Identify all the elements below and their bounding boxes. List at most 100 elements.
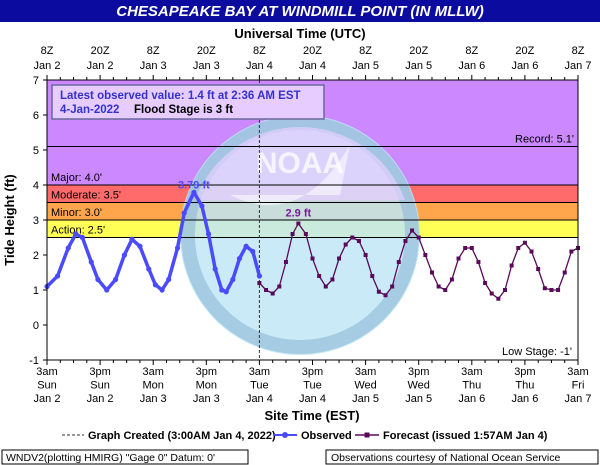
top-axis-label: Universal Time (UTC): [234, 26, 365, 41]
forecast-point: [317, 274, 322, 278]
bottom-tick-date: Jan 5: [352, 393, 379, 405]
bottom-tick-time: 3pm: [196, 366, 217, 378]
y-axis-label: Tide Height (ft): [2, 174, 17, 265]
major-label: Major: 4.0': [51, 172, 102, 184]
bottom-tick-date: Jan 3: [193, 393, 220, 405]
forecast-point: [556, 288, 561, 292]
top-tick-date: Jan 2: [34, 60, 61, 72]
bottom-tick-day: Thu: [515, 380, 534, 392]
bottom-tick-time: 3am: [355, 366, 376, 378]
record-label: Record: 5.1': [515, 134, 574, 146]
bottom-tick-day: Wed: [354, 380, 376, 392]
observed-point: [223, 289, 229, 295]
top-tick-label: 20Z: [515, 45, 534, 57]
legend-graph-created: Graph Created (3:00AM Jan 4, 2022): [88, 430, 276, 442]
bottom-tick-time: 3pm: [89, 366, 110, 378]
bottom-tick-time: 3am: [249, 366, 270, 378]
observed-point: [88, 259, 94, 265]
observed-point: [166, 276, 172, 283]
forecast-point: [350, 235, 355, 240]
observed-point: [243, 243, 249, 249]
observed-point: [250, 248, 256, 255]
y-tick-label: 5: [33, 145, 39, 157]
forecast-point: [469, 246, 474, 250]
info-box: Latest observed value: 1.4 ft at 2:36 AM…: [51, 84, 325, 120]
observed-point: [212, 266, 218, 272]
forecast-point: [390, 284, 395, 289]
top-tick-label: 8Z: [41, 45, 54, 57]
bottom-tick-time: 3am: [36, 366, 57, 378]
forecast-point: [489, 291, 494, 296]
axes-group: -1 0 1 2 3 4 5 6 7 8Z Jan 2 20Z Jan 2 8Z Jan 3 20Z Jan 3…: [29, 45, 591, 405]
forecast-point: [396, 260, 401, 264]
forecast-point: [456, 256, 461, 261]
action-label: Action: 2.5': [51, 225, 105, 237]
top-tick-label: 20Z: [303, 45, 322, 57]
forecast-point: [343, 242, 348, 247]
top-tick-label: 20Z: [409, 45, 428, 57]
top-tick-date: Jan 6: [458, 60, 485, 72]
bottom-tick-day: Thu: [462, 380, 481, 392]
forecast-point: [436, 284, 441, 289]
forecast-point: [337, 256, 342, 261]
bottom-tick-day: Mon: [196, 380, 217, 392]
forecast-peak-label: 2.9 ft: [285, 208, 311, 220]
observed-point: [121, 252, 128, 258]
seal-ring-icon: [181, 116, 419, 354]
bottom-tick-day: Fri: [572, 380, 585, 392]
bottom-tick-date: Jan 6: [458, 393, 485, 405]
forecast-point: [370, 274, 375, 278]
forecast-point: [356, 239, 361, 243]
top-tick-label: 8Z: [359, 45, 372, 57]
observed-point: [191, 189, 197, 195]
observed-point: [55, 273, 61, 279]
observed-point: [146, 266, 152, 272]
top-tick-date: Jan 7: [565, 60, 592, 72]
bottom-tick-time: 3pm: [514, 366, 535, 378]
y-tick-label: -1: [29, 355, 39, 367]
chart-title: CHESAPEAKE BAY AT WINDMILL POINT (IN MLL…: [116, 3, 484, 20]
bottom-axis-label: Site Time (EST): [264, 408, 359, 423]
forecast-point: [383, 293, 388, 298]
bottom-tick-day: Tue: [250, 380, 269, 392]
observed-point: [73, 231, 79, 237]
forecast-point: [323, 284, 328, 289]
forecast-point: [296, 221, 301, 226]
observed-point: [256, 273, 262, 279]
forecast-point: [516, 246, 521, 250]
forecast-point: [549, 288, 554, 292]
moderate-label: Moderate: 3.5': [51, 190, 121, 202]
latest-observed-date: 4-Jan-2022: [60, 104, 119, 116]
bottom-tick-time: 3am: [142, 366, 163, 378]
top-tick-label: 20Z: [197, 45, 216, 57]
threshold-lines: Record: 5.1' Major: 4.0' Moderate: 3.5' Min…: [47, 80, 578, 360]
observed-point: [95, 276, 101, 283]
top-tick-date: Jan 2: [87, 60, 114, 72]
observed-point: [104, 287, 110, 293]
forecast-point: [529, 249, 534, 254]
top-tick-label: 20Z: [91, 45, 110, 57]
bottom-tick-day: Wed: [407, 380, 429, 392]
y-tick-label: 4: [33, 180, 39, 192]
forecast-point: [542, 286, 547, 291]
forecast-point: [303, 232, 308, 236]
forecast-point: [270, 291, 275, 296]
forecast-point: [496, 296, 501, 301]
forecast-point: [483, 281, 488, 285]
forecast-point: [310, 256, 315, 261]
footer-courtesy: Observations courtesy of National Ocean …: [331, 452, 561, 464]
noaa-watermark-text: NOAA: [256, 147, 344, 180]
observed-point: [65, 245, 71, 251]
observed-peak-label: 3.79 ft: [178, 179, 210, 191]
forecast-point: [429, 270, 434, 275]
top-tick-date: Jan 5: [405, 60, 432, 72]
observed-point: [159, 287, 165, 293]
forecast-point: [476, 260, 481, 264]
seal-bird-icon: [230, 145, 350, 206]
bottom-tick-date: Jan 7: [565, 393, 592, 405]
top-tick-label: 8Z: [572, 45, 585, 57]
bottom-tick-date: Jan 4: [299, 393, 326, 405]
legend-forecast: Forecast (issued 1:57AM Jan 4): [383, 430, 548, 442]
